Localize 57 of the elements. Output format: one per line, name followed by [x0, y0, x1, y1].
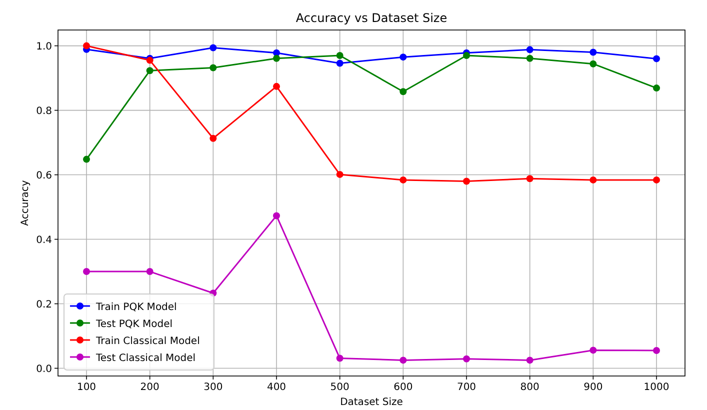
point	[590, 60, 597, 68]
point	[526, 175, 534, 182]
point	[83, 268, 90, 276]
point	[400, 356, 407, 364]
point	[653, 347, 660, 354]
point	[526, 356, 534, 364]
x-tick-label: 1000	[644, 382, 670, 393]
point	[400, 54, 407, 61]
point	[590, 48, 597, 56]
point	[273, 54, 280, 62]
y-tick-label: 0.4	[36, 234, 52, 246]
point	[653, 55, 660, 62]
x-tick-label: 800	[520, 382, 540, 393]
y-tick-label: 0.6	[36, 170, 52, 182]
legend-label: Train PQK Model	[95, 302, 177, 313]
x-tick-label: 600	[394, 382, 413, 393]
point	[336, 354, 344, 362]
x-tick-label: 500	[330, 382, 350, 393]
y-tick-label: 0.0	[36, 364, 52, 375]
x-tick-label: 100	[76, 382, 96, 393]
point	[590, 346, 597, 354]
x-axis-title: Dataset Size	[340, 397, 403, 408]
point	[83, 156, 90, 163]
point	[463, 178, 470, 185]
point	[653, 84, 660, 92]
point	[273, 212, 280, 220]
x-tick-label: 700	[456, 382, 476, 393]
point	[146, 268, 154, 276]
x-tick-label: 200	[140, 382, 160, 393]
point	[336, 52, 344, 59]
y-tick-label: 0.8	[36, 106, 52, 117]
point	[526, 54, 534, 62]
point	[210, 134, 217, 142]
point	[336, 60, 344, 67]
point	[653, 176, 660, 184]
y-tick-label: 0.2	[36, 299, 52, 310]
point	[400, 88, 407, 96]
x-tick-label: 400	[266, 382, 286, 393]
legend-label: Train Classical Model	[95, 336, 200, 347]
point	[526, 46, 534, 54]
y-axis-title: Accuracy	[20, 180, 31, 226]
legend-label: Test Classical Model	[95, 353, 196, 364]
y-tick-label: 1.0	[36, 41, 52, 52]
point	[400, 176, 407, 184]
point	[590, 176, 597, 184]
point	[336, 170, 344, 178]
chart-title: Accuracy vs Dataset Size	[296, 11, 448, 25]
point	[210, 44, 217, 52]
legend-label: Test PQK Model	[95, 319, 173, 330]
x-tick-label: 900	[584, 382, 603, 393]
point	[146, 67, 154, 74]
point	[83, 42, 90, 50]
point	[463, 355, 470, 362]
x-tick-label: 300	[204, 382, 223, 393]
point	[210, 64, 217, 72]
point	[463, 52, 470, 59]
point	[273, 82, 280, 90]
